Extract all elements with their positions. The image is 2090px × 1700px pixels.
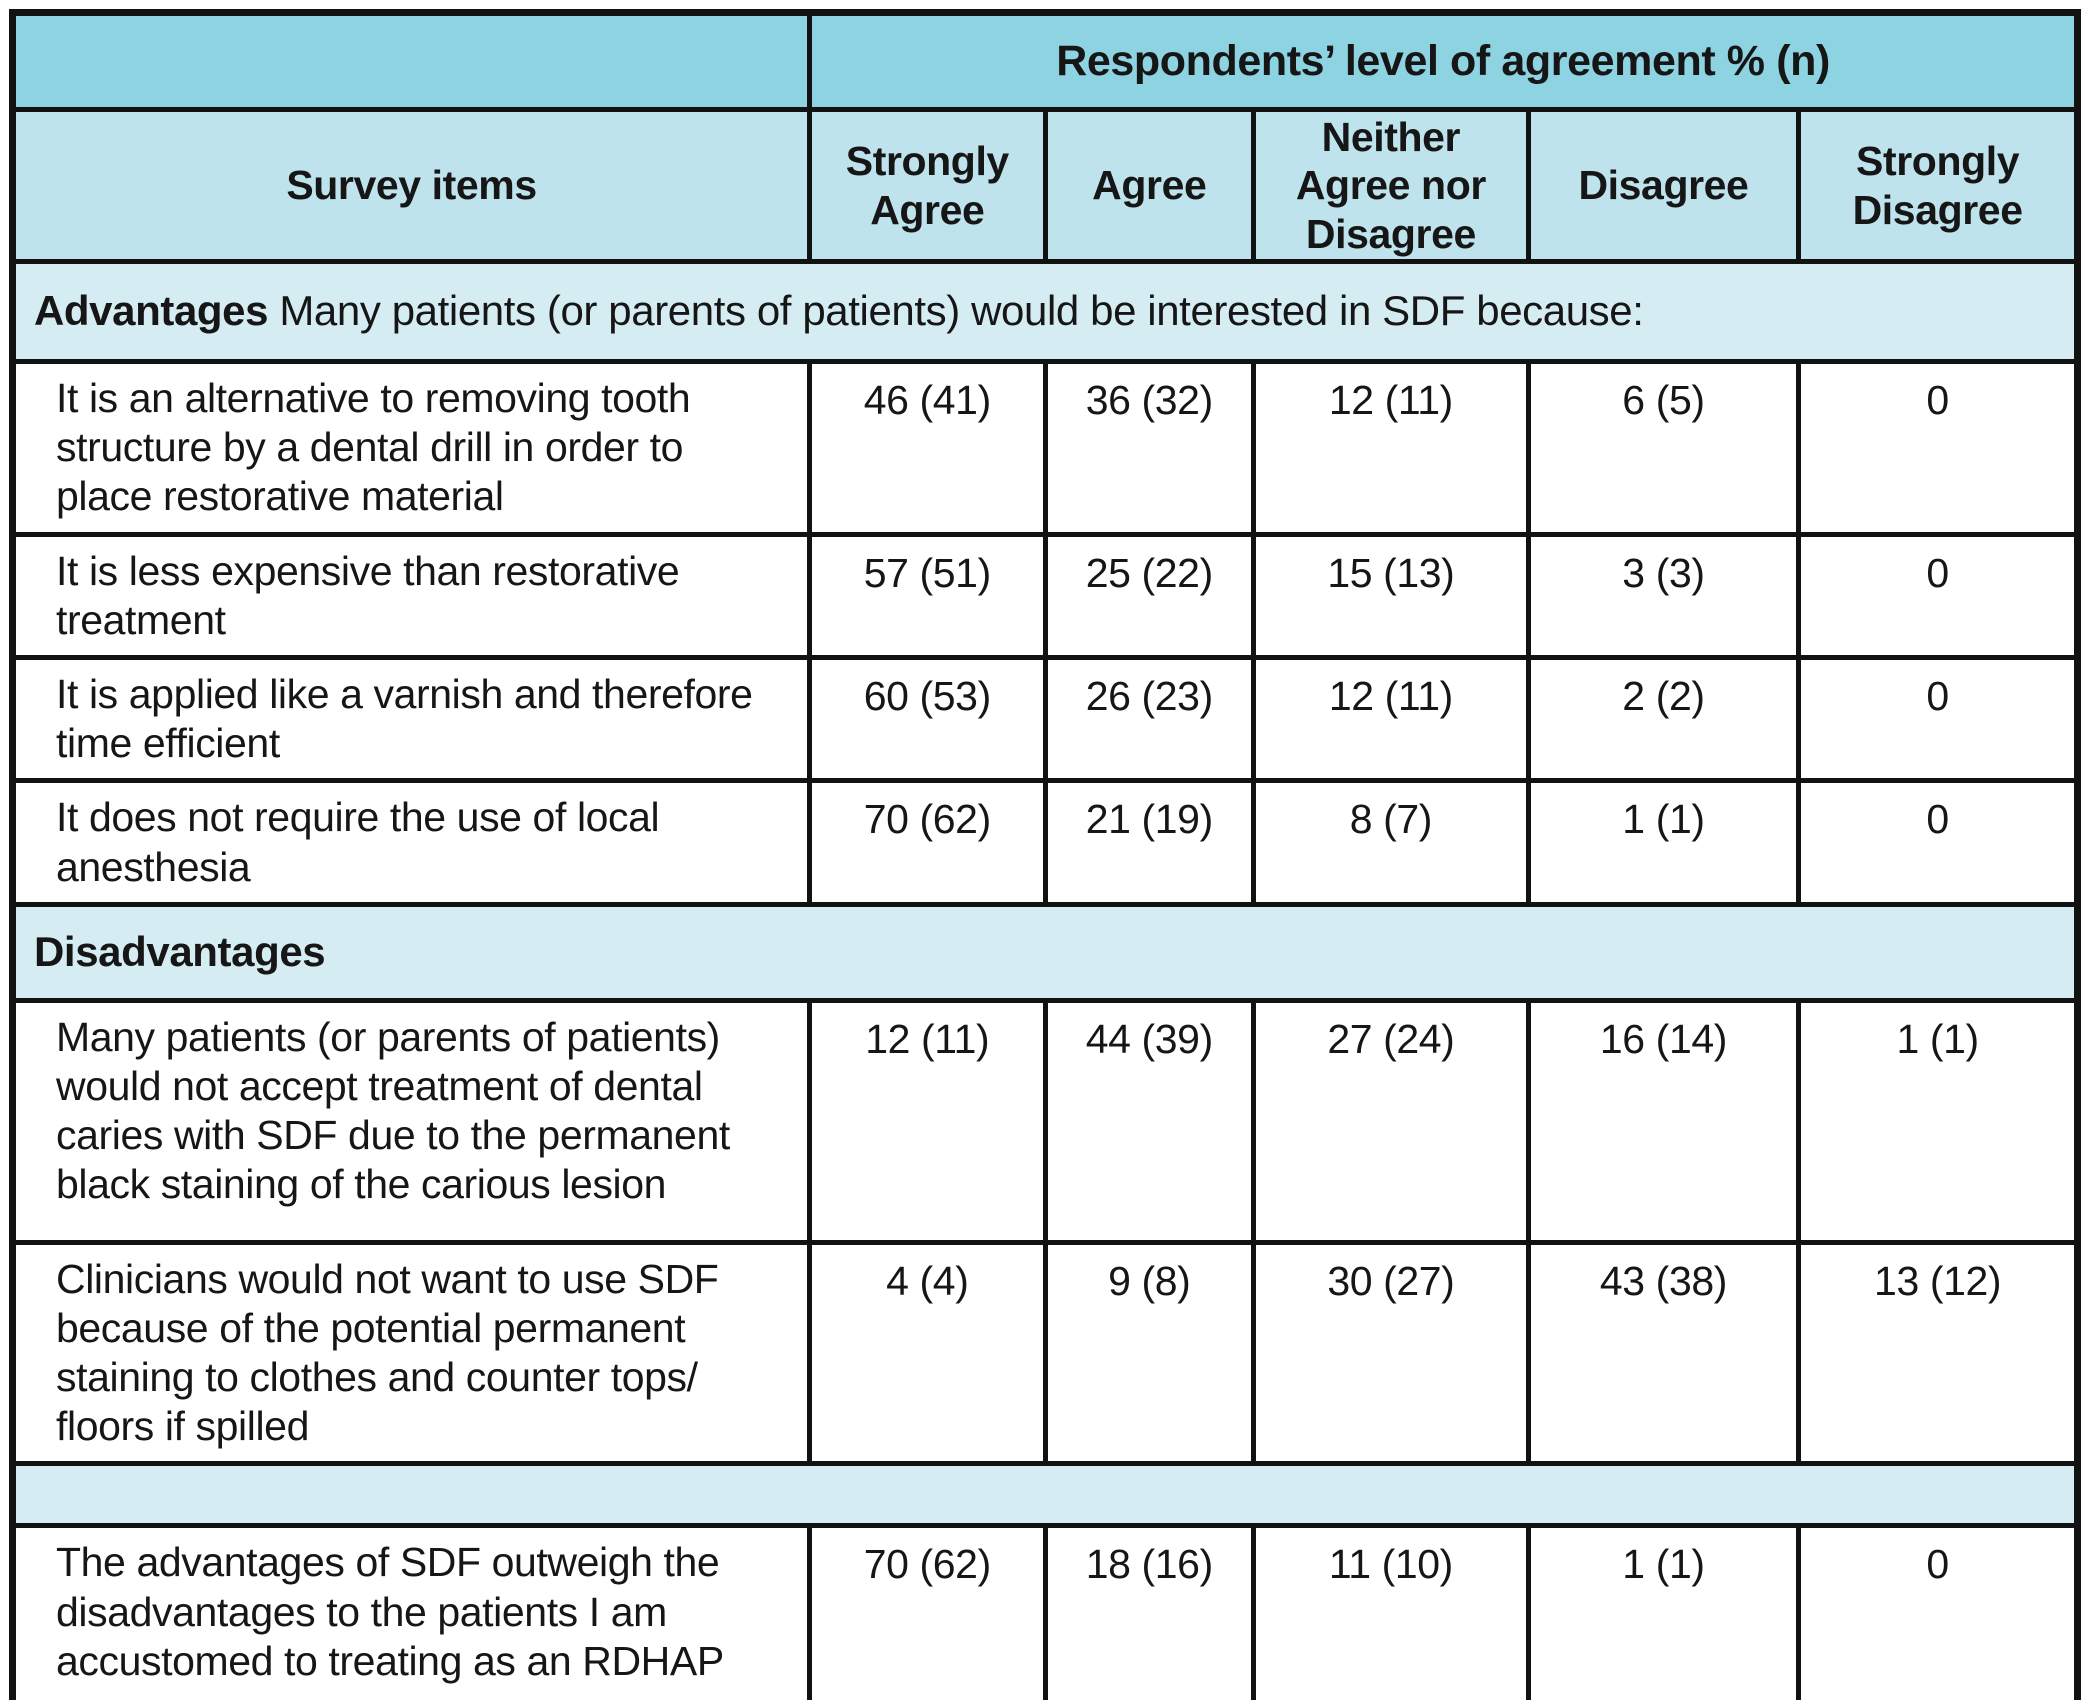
survey-item-text: It does not require the use of local ane… xyxy=(9,778,813,907)
value-cell: 1 (1) xyxy=(1796,997,2080,1245)
section-title-advantages: Advantages xyxy=(34,287,269,335)
table-row: It does not require the use of local ane… xyxy=(9,778,2080,907)
section-row-advantages: Advantages Many patients (or parents of … xyxy=(10,259,2080,364)
column-header-neither-agree-nor-disagree: Neither Agree nor Disagree xyxy=(1251,107,1531,264)
survey-item-text: The advantages of SDF outweigh the disad… xyxy=(9,1523,813,1700)
value-cell: 25 (22) xyxy=(1042,531,1257,660)
value-cell: 16 (14) xyxy=(1525,997,1802,1245)
value-cell: 21 (19) xyxy=(1042,778,1257,907)
value-cell: 36 (32) xyxy=(1042,359,1257,537)
value-cell: 0 xyxy=(1796,654,2080,784)
survey-item-text: Clinicians would not want to use SDF bec… xyxy=(9,1239,813,1467)
value-cell: 0 xyxy=(1796,778,2080,907)
section-title-disadvantages: Disadvantages xyxy=(34,927,326,975)
agreement-span-header: Respondents’ level of agreement % (n) xyxy=(807,10,2080,112)
table-row: The advantages of SDF outweigh the disad… xyxy=(9,1523,2080,1700)
value-cell: 8 (7) xyxy=(1251,778,1531,907)
value-cell: 0 xyxy=(1796,1523,2080,1700)
value-cell: 30 (27) xyxy=(1251,1239,1531,1467)
spacer-cell xyxy=(10,1461,2080,1529)
survey-item-text: Many patients (or parents of patients) w… xyxy=(9,997,813,1245)
table-row: Many patients (or parents of patients) w… xyxy=(9,997,2080,1245)
column-header-survey-items: Survey items xyxy=(9,107,813,264)
value-cell: 2 (2) xyxy=(1525,654,1802,784)
value-cell: 6 (5) xyxy=(1525,359,1802,537)
column-header-row: Survey items Strongly Agree Agree Neithe… xyxy=(9,107,2080,264)
value-cell: 57 (51) xyxy=(807,531,1048,660)
value-cell: 0 xyxy=(1796,359,2080,537)
value-cell: 1 (1) xyxy=(1525,778,1802,907)
value-cell: 12 (11) xyxy=(1251,359,1531,537)
value-cell: 3 (3) xyxy=(1525,531,1802,660)
column-header-strongly-disagree: Strongly Disagree xyxy=(1796,107,2080,264)
value-cell: 27 (24) xyxy=(1251,997,1531,1245)
survey-results-table: Respondents’ level of agreement % (n) Su… xyxy=(9,9,2081,1700)
value-cell: 18 (16) xyxy=(1042,1523,1257,1700)
value-cell: 60 (53) xyxy=(807,654,1048,784)
value-cell: 11 (10) xyxy=(1251,1523,1531,1700)
survey-item-text: It is an alternative to removing tooth s… xyxy=(9,359,813,537)
value-cell: 9 (8) xyxy=(1042,1239,1257,1467)
value-cell: 46 (41) xyxy=(807,359,1048,537)
survey-item-text: It is applied like a varnish and therefo… xyxy=(9,654,813,784)
survey-item-text: It is less expensive than restorative tr… xyxy=(9,531,813,660)
value-cell: 12 (11) xyxy=(1251,654,1531,784)
value-cell: 70 (62) xyxy=(807,778,1048,907)
table-row: It is less expensive than restorative tr… xyxy=(9,531,2080,660)
value-cell: 4 (4) xyxy=(807,1239,1048,1467)
section-subtitle-advantages: Many patients (or parents of patients) w… xyxy=(268,287,1644,335)
value-cell: 44 (39) xyxy=(1042,997,1257,1245)
table-row: It is an alternative to removing tooth s… xyxy=(9,359,2080,537)
column-header-disagree: Disagree xyxy=(1525,107,1802,264)
value-cell: 15 (13) xyxy=(1251,531,1531,660)
value-cell: 70 (62) xyxy=(807,1523,1048,1700)
table-row: Clinicians would not want to use SDF bec… xyxy=(9,1239,2080,1467)
column-header-strongly-agree: Strongly Agree xyxy=(807,107,1048,264)
column-header-agree: Agree xyxy=(1042,107,1257,264)
value-cell: 26 (23) xyxy=(1042,654,1257,784)
value-cell: 13 (12) xyxy=(1796,1239,2080,1467)
corner-cell xyxy=(9,10,813,112)
section-row-disadvantages: Disadvantages xyxy=(10,901,2080,1003)
top-header-row: Respondents’ level of agreement % (n) xyxy=(9,10,2080,112)
table-row: It is applied like a varnish and therefo… xyxy=(9,654,2080,784)
spacer-row xyxy=(10,1461,2080,1529)
value-cell: 1 (1) xyxy=(1525,1523,1802,1700)
value-cell: 0 xyxy=(1796,531,2080,660)
value-cell: 43 (38) xyxy=(1525,1239,1802,1467)
value-cell: 12 (11) xyxy=(807,997,1048,1245)
